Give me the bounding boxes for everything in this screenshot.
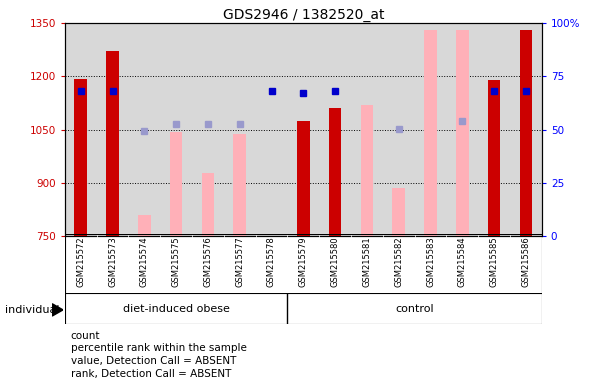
Text: GSM215573: GSM215573 [108,237,117,287]
Text: GSM215585: GSM215585 [490,237,499,287]
Bar [106,51,119,236]
Text: GSM215586: GSM215586 [521,237,530,287]
Text: GSM215577: GSM215577 [235,237,244,287]
Bar [233,134,246,236]
Bar [297,121,310,236]
Bar [329,108,341,236]
Bar [488,80,500,236]
Bar [424,30,437,236]
Text: control: control [395,304,434,314]
Bar [138,215,151,236]
Text: rank, Detection Call = ABSENT: rank, Detection Call = ABSENT [71,369,231,379]
Text: GSM215584: GSM215584 [458,237,467,287]
Bar [170,132,182,236]
Bar [202,173,214,236]
Text: GSM215581: GSM215581 [362,237,371,287]
Bar [456,30,469,236]
Text: GSM215574: GSM215574 [140,237,149,287]
Polygon shape [52,304,63,316]
Text: GSM215572: GSM215572 [76,237,85,287]
Text: GSM215582: GSM215582 [394,237,403,287]
Text: GSM215579: GSM215579 [299,237,308,287]
Bar [361,106,373,236]
Bar [520,30,532,236]
Text: GSM215583: GSM215583 [426,237,435,287]
Bar [392,188,405,236]
Text: diet-induced obese: diet-induced obese [122,304,230,314]
Text: count: count [71,331,100,341]
Text: GSM215580: GSM215580 [331,237,340,287]
Text: GSM215576: GSM215576 [203,237,212,287]
Title: GDS2946 / 1382520_at: GDS2946 / 1382520_at [223,8,384,22]
Bar [74,79,87,236]
Text: percentile rank within the sample: percentile rank within the sample [71,343,247,353]
Text: individual: individual [5,305,59,315]
Text: value, Detection Call = ABSENT: value, Detection Call = ABSENT [71,356,236,366]
Text: GSM215575: GSM215575 [172,237,181,287]
Text: GSM215578: GSM215578 [267,237,276,287]
